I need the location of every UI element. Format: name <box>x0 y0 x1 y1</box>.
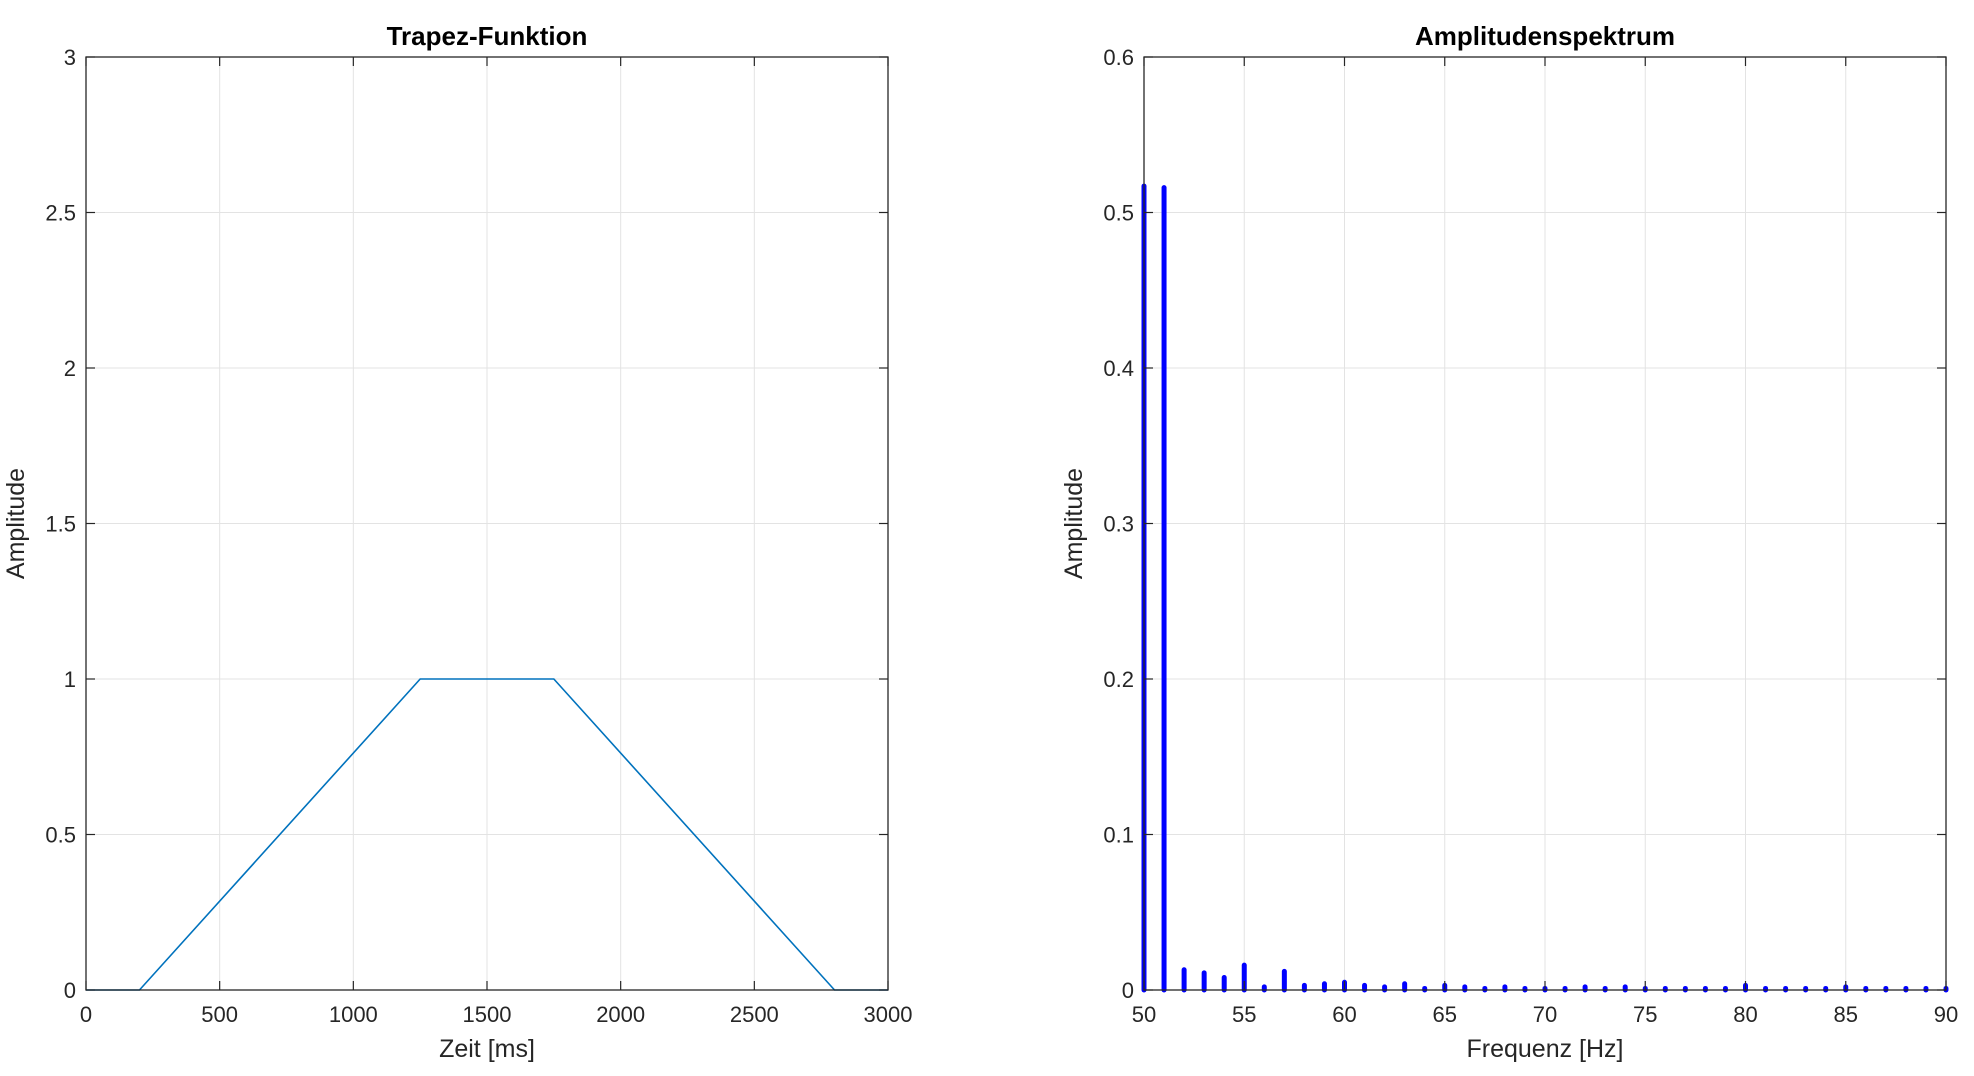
x-tick-label: 2000 <box>596 1002 645 1027</box>
x-tick-label: 3000 <box>864 1002 913 1027</box>
y-tick-label: 0.3 <box>1103 512 1134 537</box>
y-axis-label: Amplitude <box>2 468 30 579</box>
chart-title: Amplitudenspektrum <box>1415 21 1675 51</box>
chart-title: Trapez-Funktion <box>387 21 588 51</box>
x-tick-label: 85 <box>1834 1002 1858 1027</box>
y-tick-label: 1.5 <box>45 512 76 537</box>
x-axis-label: Zeit [ms] <box>439 1035 535 1063</box>
y-tick-label: 2 <box>64 356 76 381</box>
x-axis-label: Frequenz [Hz] <box>1466 1035 1623 1063</box>
x-tick-label: 1000 <box>329 1002 378 1027</box>
y-tick-label: 0.2 <box>1103 667 1134 692</box>
y-tick-label: 0.5 <box>45 823 76 848</box>
x-tick-label: 70 <box>1533 1002 1557 1027</box>
y-axis-label: Amplitude <box>1060 468 1088 579</box>
y-tick-label: 0 <box>1122 978 1134 1003</box>
x-tick-label: 60 <box>1332 1002 1356 1027</box>
spectrum-plot: 50 55 60 65 70 75 80 85 90 0 0.1 0.2 0.3 0.4 0.5 0.6 Amp… <box>1060 21 1958 1063</box>
x-tick-label: 2500 <box>730 1002 779 1027</box>
x-tick-label: 65 <box>1433 1002 1457 1027</box>
y-tick-label: 0.4 <box>1103 356 1134 381</box>
y-tick-label: 0.6 <box>1103 45 1134 70</box>
y-tick-label: 0 <box>64 978 76 1003</box>
x-tick-label: 90 <box>1934 1002 1958 1027</box>
y-tick-label: 3 <box>64 45 76 70</box>
x-tick-label: 55 <box>1232 1002 1256 1027</box>
x-tick-label: 75 <box>1633 1002 1657 1027</box>
x-tick-label: 0 <box>80 1002 92 1027</box>
y-tick-label: 2.5 <box>45 201 76 226</box>
y-tick-label: 0.5 <box>1103 201 1134 226</box>
y-tick-label: 0.1 <box>1103 823 1134 848</box>
x-tick-label: 500 <box>201 1002 238 1027</box>
x-tick-label: 80 <box>1733 1002 1757 1027</box>
trapezoid-plot: 0 500 1000 1500 2000 2500 3000 0 0.5 1 1.5 2 2.5 3 Tra… <box>2 21 912 1063</box>
y-tick-label: 1 <box>64 667 76 692</box>
x-tick-label: 1500 <box>463 1002 512 1027</box>
x-tick-label: 50 <box>1132 1002 1156 1027</box>
